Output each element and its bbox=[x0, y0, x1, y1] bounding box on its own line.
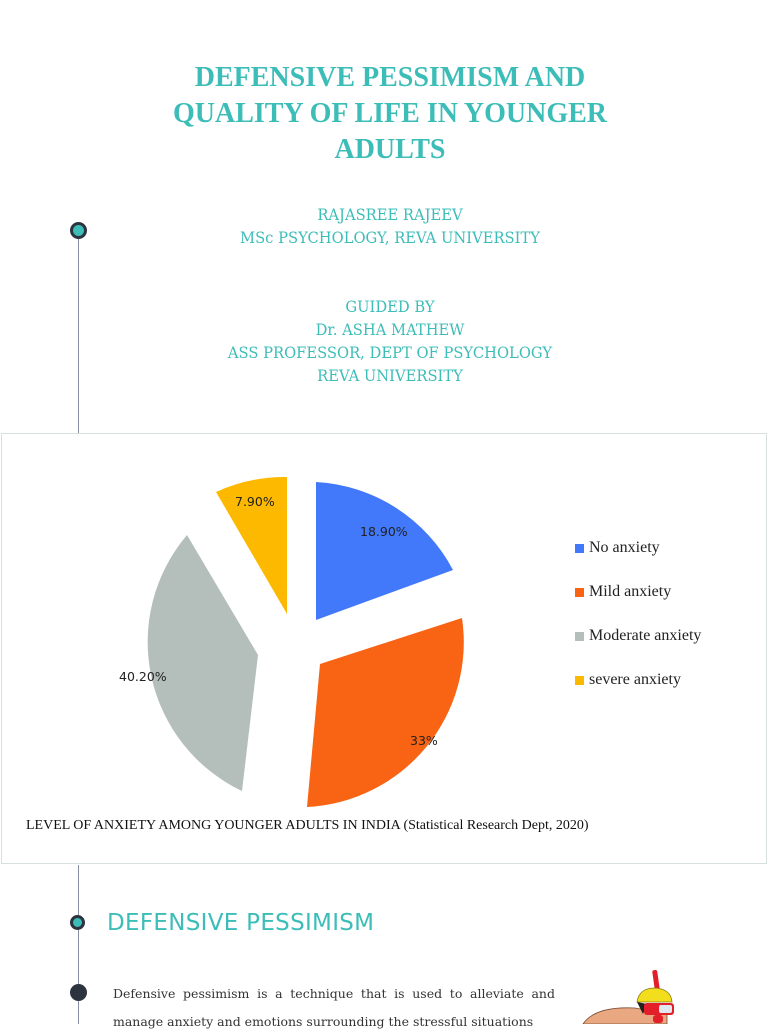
chart-legend: No anxiety Mild anxiety Moderate anxiety… bbox=[575, 537, 701, 691]
guide-institution: REVA UNIVERSITY bbox=[317, 366, 463, 385]
timeline-dot-icon bbox=[70, 222, 87, 239]
snorkeler-illustration-icon bbox=[582, 969, 674, 1024]
timeline-line-bottom bbox=[78, 865, 79, 1024]
guide-heading: GUIDED BY bbox=[345, 297, 435, 316]
pie-slice-severe-anxiety bbox=[216, 476, 287, 614]
pie-slice-moderate-anxiety bbox=[147, 535, 258, 791]
title-line-1: DEFENSIVE PESSIMISM AND bbox=[194, 62, 586, 93]
document-title: DEFENSIVE PESSIMISM AND QUALITY OF LIFE … bbox=[0, 60, 768, 168]
chart-caption: LEVEL OF ANXIETY AMONG YOUNGER ADULTS IN… bbox=[26, 818, 589, 833]
slice-label-severe-anxiety: 7.90% bbox=[235, 494, 275, 509]
title-line-2: QUALITY OF LIFE IN YOUNGER bbox=[172, 98, 608, 129]
legend-swatch-icon bbox=[575, 631, 584, 641]
timeline-bullet-icon bbox=[70, 984, 87, 1001]
author-program: MSc PSYCHOLOGY, REVA UNIVERSITY bbox=[240, 228, 540, 247]
guide-position: ASS PROFESSOR, DEPT OF PSYCHOLOGY bbox=[227, 343, 553, 362]
timeline-dot-icon bbox=[70, 915, 85, 930]
legend-swatch-icon bbox=[575, 675, 584, 685]
legend-label: Moderate anxiety bbox=[589, 627, 702, 644]
legend-item-mild-anxiety: Mild anxiety bbox=[575, 581, 701, 603]
legend-label: severe anxiety bbox=[589, 671, 681, 688]
guide-name: Dr. ASHA MATHEW bbox=[315, 320, 465, 339]
author-block: RAJASREE RAJEEV MSc PSYCHOLOGY, REVA UNI… bbox=[31, 203, 749, 249]
slice-label-moderate-anxiety: 40.20% bbox=[119, 669, 167, 684]
legend-swatch-icon bbox=[575, 543, 584, 553]
pie-slice-mild-anxiety bbox=[307, 618, 464, 807]
section-heading: DEFENSIVE PESSIMISM bbox=[107, 910, 375, 936]
legend-label: Mild anxiety bbox=[589, 583, 672, 600]
legend-label: No anxiety bbox=[589, 539, 660, 556]
legend-item-severe-anxiety: severe anxiety bbox=[575, 669, 701, 691]
legend-swatch-icon bbox=[575, 587, 584, 597]
timeline-line-top bbox=[78, 238, 79, 433]
pie-chart: 18.90% 33% 40.20% 7.90% bbox=[119, 476, 464, 807]
title-line-3: ADULTS bbox=[334, 134, 446, 165]
slice-label-no-anxiety: 18.90% bbox=[360, 524, 408, 539]
pie-slice-no-anxiety bbox=[316, 482, 453, 620]
legend-item-no-anxiety: No anxiety bbox=[575, 537, 701, 559]
slice-label-mild-anxiety: 33% bbox=[410, 733, 438, 748]
author-name: RAJASREE RAJEEV bbox=[317, 205, 463, 224]
guide-block: GUIDED BY Dr. ASHA MATHEW ASS PROFESSOR,… bbox=[31, 295, 749, 387]
legend-item-moderate-anxiety: Moderate anxiety bbox=[575, 625, 701, 647]
section-paragraph: Defensive pessimism is a technique that … bbox=[113, 986, 555, 1029]
